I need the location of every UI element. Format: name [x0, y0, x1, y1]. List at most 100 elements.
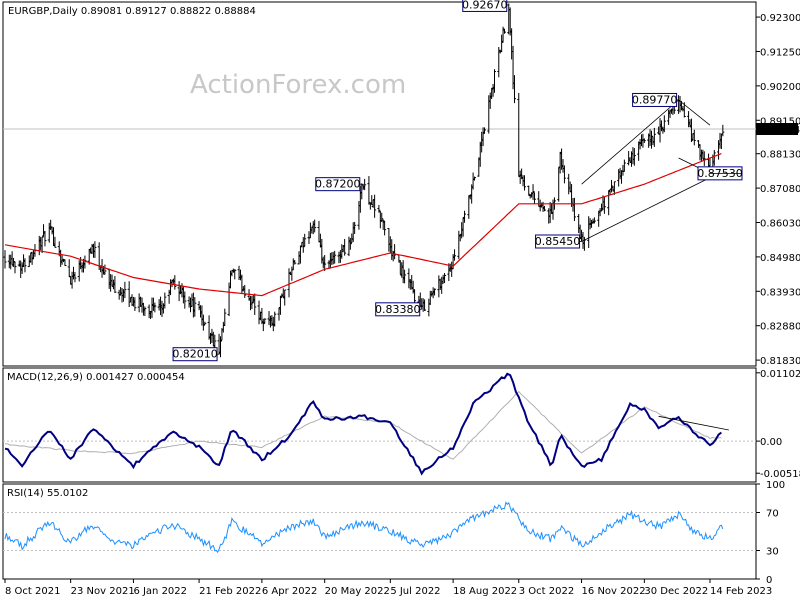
ohlc-bar — [293, 260, 297, 265]
macd-y-tick-label: -0.005182 — [760, 469, 800, 480]
ohlc-bar — [43, 230, 47, 247]
ohlc-bar — [23, 258, 27, 273]
ohlc-bar — [123, 281, 127, 299]
ohlc-bar — [602, 196, 606, 214]
ohlc-bar — [367, 176, 371, 205]
ohlc-bar — [652, 127, 656, 147]
price-annotation-label: 0.87200 — [315, 178, 361, 191]
ohlc-bar — [323, 255, 327, 271]
price-y-tick-label: 0.88130 — [760, 150, 800, 161]
x-tick-label: 8 Oct 2021 — [5, 586, 60, 597]
ohlc-bar — [223, 308, 227, 327]
ohlc-bar — [278, 295, 282, 315]
ohlc-bar — [463, 210, 467, 223]
ohlc-bar — [183, 291, 187, 309]
price-panel-frame — [2, 1, 757, 367]
ohlc-bar — [261, 318, 265, 332]
price-annotation: 0.92670 — [462, 0, 509, 12]
ohlc-bar — [283, 289, 287, 306]
ohlc-bar — [433, 288, 437, 296]
ohlc-bar — [40, 236, 44, 254]
macd-y-tick-label: 0.011023 — [760, 369, 800, 380]
x-tick-label: 16 Nov 2022 — [582, 586, 646, 597]
ohlc-bar — [443, 273, 447, 284]
ohlc-bar — [243, 284, 247, 298]
macd-y-axis: 0.011023 0.00 -0.005182 — [756, 369, 800, 480]
ohlc-bar — [393, 244, 397, 260]
ohlc-bar — [143, 306, 147, 316]
moving-average-line — [4, 153, 722, 297]
ohlc-bar — [203, 321, 207, 326]
price-annotation-label: 0.85450 — [535, 235, 581, 248]
current-price-tag-bg — [756, 122, 798, 135]
ohlc-bar — [642, 138, 646, 143]
price-y-tick-label: 0.84980 — [760, 253, 800, 264]
ohlc-bar — [483, 127, 487, 134]
macd-title: MACD(12,26,9) 0.001427 0.000454 — [7, 372, 185, 383]
price-annotation: 0.85450 — [535, 234, 582, 249]
price-y-tick-label: 0.90200 — [760, 82, 800, 93]
x-tick-label: 6 Apr 2022 — [262, 586, 317, 597]
signal-line — [4, 390, 722, 460]
ohlc-bar — [63, 259, 67, 267]
ohlc-bar — [313, 219, 317, 233]
ohlc-bar — [542, 205, 546, 212]
ohlc-bar — [348, 237, 352, 250]
x-tick-label: 3 Oct 2022 — [519, 586, 574, 597]
ohlc-bar — [592, 217, 596, 224]
rsi-title: RSI(14) 55.0102 — [7, 488, 88, 499]
rsi-panel-frame — [2, 483, 757, 580]
macd-divergence-line — [658, 415, 729, 431]
ohlc-bar — [373, 194, 377, 218]
ohlc-bar — [493, 69, 497, 93]
x-tick-label: 30 Dec 2022 — [644, 586, 708, 597]
current-price-tag: 0.88884 — [756, 122, 800, 136]
rsi-line — [4, 501, 724, 554]
ohlc-bar — [403, 269, 407, 284]
price-y-axis: 0.92300 0.91250 0.90200 0.89150 0.88130 0.870… — [756, 13, 800, 367]
ohlc-bar — [612, 181, 616, 195]
ohlc-bar — [622, 159, 626, 172]
ohlc-bar — [201, 314, 205, 331]
channel-lower-line — [581, 177, 711, 242]
ohlc-bar — [522, 175, 526, 191]
price-annotation: 0.83380 — [375, 302, 422, 317]
x-tick-label: 23 Nov 2021 — [71, 586, 135, 597]
ohlc-bar — [662, 115, 666, 133]
ohlc-bar — [73, 271, 77, 283]
ohlc-bar — [103, 264, 107, 275]
rsi-y-tick-label: 0 — [766, 575, 772, 586]
ohlc-bar — [273, 311, 277, 327]
ohlc-bar — [363, 178, 367, 191]
price-bars — [3, 3, 725, 358]
price-annotation: 0.87530 — [697, 166, 743, 181]
ohlc-bar — [423, 299, 427, 312]
ohlc-bar — [301, 237, 305, 253]
macd-y-tick-label: 0.00 — [760, 437, 782, 448]
ohlc-bar — [572, 197, 576, 222]
x-tick-label: 14 Feb 2023 — [710, 586, 772, 597]
ohlc-bar — [193, 297, 197, 317]
price-y-tick-label: 0.92300 — [760, 13, 800, 24]
ohlc-bar — [383, 220, 387, 236]
ohlc-bar — [303, 233, 307, 247]
x-tick-label: 6 Jan 2022 — [133, 586, 187, 597]
ohlc-bar — [353, 221, 357, 234]
ohlc-bar — [692, 129, 696, 146]
ohlc-bar — [512, 75, 516, 104]
ohlc-bar — [53, 236, 57, 248]
price-y-tick-label: 0.83930 — [760, 287, 800, 298]
macd-line — [4, 372, 722, 476]
ohlc-bar — [263, 318, 267, 324]
ohlc-bar — [721, 124, 725, 137]
rsi-y-tick-label: 100 — [766, 480, 785, 491]
price-annotation: 0.89770 — [632, 92, 679, 107]
ohlc-bar — [453, 249, 457, 261]
ohlc-bar — [163, 292, 167, 309]
price-y-tick-label: 0.87080 — [760, 184, 800, 195]
rsi-y-axis: 100 70 30 0 — [756, 480, 785, 586]
ohlc-bar — [702, 151, 706, 166]
ohlc-bar — [712, 149, 716, 166]
